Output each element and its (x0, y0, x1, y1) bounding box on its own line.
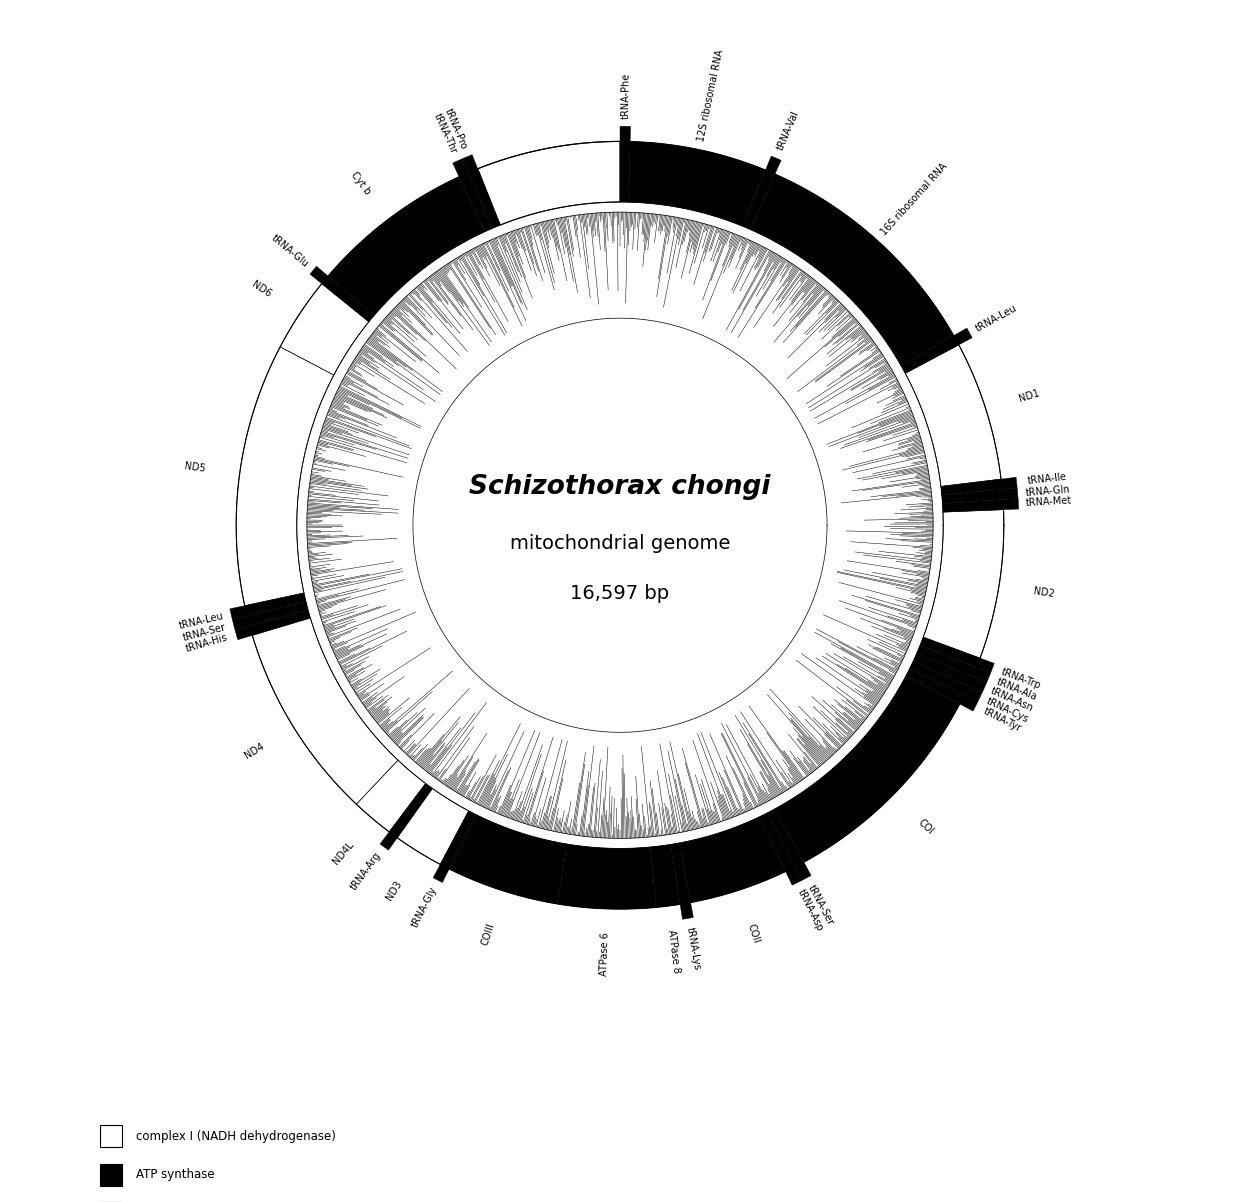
Text: ND3: ND3 (384, 879, 404, 902)
Polygon shape (236, 347, 334, 606)
Polygon shape (924, 510, 1004, 659)
Text: 16,597 bp: 16,597 bp (570, 584, 670, 603)
Polygon shape (750, 174, 954, 365)
Text: tRNA-Gln: tRNA-Gln (1025, 484, 1070, 498)
Text: COIII: COIII (480, 921, 496, 946)
Polygon shape (914, 653, 987, 692)
Polygon shape (477, 142, 620, 225)
Text: ND4: ND4 (243, 740, 267, 760)
Polygon shape (901, 328, 972, 374)
Text: tRNA-Thr: tRNA-Thr (432, 112, 459, 155)
Text: tRNA-Glu: tRNA-Glu (269, 233, 310, 269)
Text: Schizothorax chongi: Schizothorax chongi (469, 474, 771, 500)
Polygon shape (397, 789, 469, 864)
Text: tRNA-Ala: tRNA-Ala (994, 677, 1038, 702)
Text: tRNA-Trp: tRNA-Trp (999, 667, 1042, 691)
Text: 12S ribosomal RNA: 12S ribosomal RNA (696, 48, 725, 142)
Polygon shape (920, 637, 994, 673)
Polygon shape (918, 645, 991, 683)
Text: tRNA-Arg: tRNA-Arg (350, 851, 383, 892)
Text: tRNA-Cys: tRNA-Cys (985, 696, 1030, 725)
Polygon shape (234, 609, 310, 639)
Text: ATP synthase: ATP synthase (136, 1168, 215, 1182)
Polygon shape (379, 784, 433, 850)
Text: tRNA-Val: tRNA-Val (775, 109, 801, 151)
Text: tRNA-Asp: tRNA-Asp (796, 887, 825, 933)
Text: COI: COI (916, 817, 935, 837)
Polygon shape (620, 126, 631, 202)
Text: COII: COII (745, 922, 761, 945)
Text: Cyt b: Cyt b (348, 169, 372, 196)
Polygon shape (650, 845, 680, 908)
Polygon shape (232, 601, 308, 630)
Text: ND1: ND1 (1018, 388, 1042, 404)
Polygon shape (942, 499, 1018, 512)
Text: tRNA-Met: tRNA-Met (1025, 496, 1073, 508)
Text: tRNA-His: tRNA-His (185, 632, 229, 654)
Text: tRNA-Leu: tRNA-Leu (973, 303, 1018, 334)
Text: tRNA-Lys: tRNA-Lys (684, 926, 702, 970)
Polygon shape (329, 177, 485, 315)
Text: tRNA-Phe: tRNA-Phe (620, 73, 631, 119)
Text: ND5: ND5 (184, 460, 206, 474)
Text: tRNA-Leu: tRNA-Leu (179, 611, 224, 631)
Text: 16S ribosomal RNA: 16S ribosomal RNA (879, 161, 950, 237)
Text: tRNA-Ser: tRNA-Ser (181, 621, 227, 643)
Text: mitochondrial genome: mitochondrial genome (510, 534, 730, 553)
Bar (99, 1125, 122, 1148)
Polygon shape (449, 815, 567, 904)
Polygon shape (463, 155, 500, 228)
Polygon shape (310, 266, 374, 322)
Polygon shape (280, 284, 368, 375)
Text: complex I (NADH dehydrogenase): complex I (NADH dehydrogenase) (136, 1130, 336, 1143)
Bar (99, 1164, 122, 1186)
Polygon shape (910, 661, 982, 702)
Text: ND4L: ND4L (331, 840, 356, 867)
Polygon shape (671, 843, 693, 920)
Polygon shape (557, 844, 656, 909)
Polygon shape (356, 760, 425, 832)
Polygon shape (743, 156, 781, 230)
Polygon shape (252, 618, 398, 804)
Text: tRNA-Gly: tRNA-Gly (409, 885, 439, 929)
Text: tRNA-Asn: tRNA-Asn (990, 686, 1035, 714)
Polygon shape (759, 813, 802, 885)
Polygon shape (629, 142, 765, 226)
Polygon shape (453, 159, 492, 232)
Text: ND6: ND6 (250, 279, 273, 299)
Polygon shape (941, 477, 1017, 495)
Polygon shape (942, 488, 1018, 504)
Polygon shape (433, 811, 476, 882)
Text: tRNA-Tyr: tRNA-Tyr (982, 707, 1023, 734)
Text: tRNA-Ile: tRNA-Ile (1027, 472, 1068, 487)
Text: tRNA-Pro: tRNA-Pro (443, 107, 469, 150)
Text: ATPase 8: ATPase 8 (666, 929, 682, 974)
Polygon shape (768, 809, 811, 880)
Polygon shape (775, 676, 960, 862)
Polygon shape (680, 817, 786, 903)
Text: tRNA-Ser: tRNA-Ser (806, 883, 836, 927)
Text: ND2: ND2 (1033, 585, 1055, 599)
Text: ATPase 6: ATPase 6 (599, 933, 610, 976)
Polygon shape (906, 668, 978, 712)
Polygon shape (905, 345, 1001, 487)
Polygon shape (229, 593, 306, 619)
